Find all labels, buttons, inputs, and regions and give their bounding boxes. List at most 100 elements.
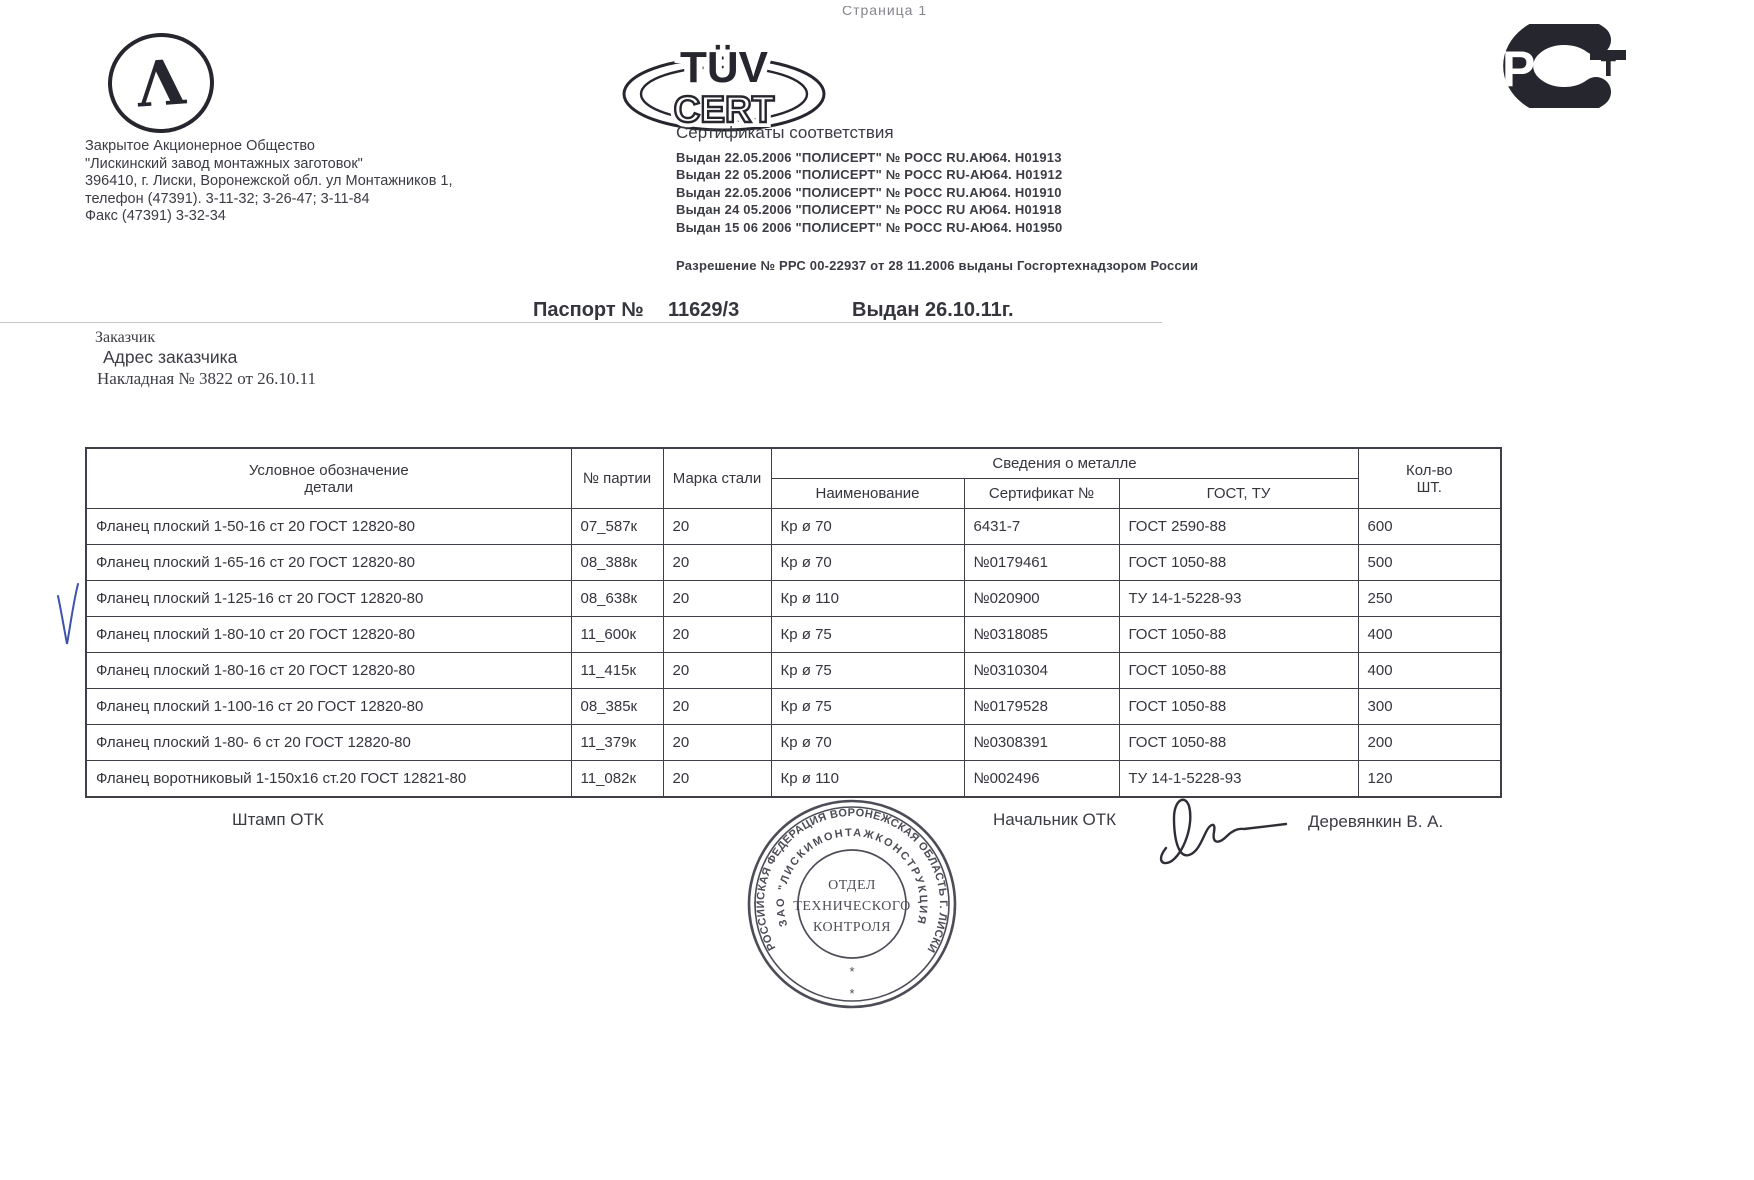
table-cell-detail: Фланец воротниковый 1-150х16 ст.20 ГОСТ …: [85, 760, 572, 798]
header-metal-name: Наименование: [770, 478, 965, 509]
table-row: Фланец плоский 1-50-16 ст 20 ГОСТ 12820-…: [85, 508, 1502, 545]
header-steel: Марка стали: [662, 447, 772, 509]
table-cell-metal_name: Кр ø 110: [770, 580, 965, 617]
table-cell-qty: 250: [1357, 580, 1502, 617]
table-cell-qty: 500: [1357, 544, 1502, 581]
customer-address-label: Адрес заказчика: [103, 347, 238, 367]
svg-text:ТЕХНИЧЕСКОГО: ТЕХНИЧЕСКОГО: [793, 899, 910, 914]
table-cell-qty: 300: [1357, 688, 1502, 725]
table-cell-steel: 20: [662, 724, 772, 761]
otk-chief-name: Деревянкин В. А.: [1308, 812, 1444, 831]
certificates-heading: Сертификаты соответствия: [676, 123, 894, 142]
company-line: телефон (47391). 3-11-32; 3-26-47; 3-11-…: [85, 190, 370, 207]
horizontal-rule: [0, 322, 1162, 323]
svg-text:*: *: [849, 964, 854, 979]
waybill-line: Накладная № 3822 от 26.10.11: [97, 369, 317, 388]
table-cell-steel: 20: [662, 544, 772, 581]
table-cell-metal_gost: ГОСТ 1050-88: [1118, 616, 1359, 653]
table-cell-batch: 11_600к: [570, 616, 664, 653]
passport-number: 11629/3: [668, 299, 740, 321]
table-cell-steel: 20: [662, 580, 772, 617]
table-row: Фланец плоский 1-80-16 ст 20 ГОСТ 12820-…: [85, 652, 1502, 689]
table-cell-qty: 600: [1357, 508, 1502, 545]
header-batch: № партии: [570, 447, 664, 509]
table-cell-batch: 07_587к: [570, 508, 664, 545]
passport-label: Паспорт №: [533, 299, 644, 321]
flange-table-body: Фланец плоский 1-50-16 ст 20 ГОСТ 12820-…: [85, 508, 1502, 798]
table-cell-metal_gost: ГОСТ 1050-88: [1118, 688, 1359, 725]
table-cell-metal_name: Кр ø 75: [770, 652, 965, 689]
table-cell-batch: 08_385к: [570, 688, 664, 725]
table-cell-batch: 11_082к: [570, 760, 664, 798]
table-cell-metal_name: Кр ø 75: [770, 616, 965, 653]
table-row: Фланец плоский 1-80-10 ст 20 ГОСТ 12820-…: [85, 616, 1502, 653]
company-address-block: Закрытое Акционерное Общество "Лискински…: [85, 138, 525, 226]
table-cell-steel: 20: [662, 652, 772, 689]
table-cell-metal_cert: №0179528: [963, 688, 1120, 725]
table-cell-metal_gost: ТУ 14-1-5228-93: [1118, 580, 1359, 617]
table-cell-metal_name: Кр ø 75: [770, 688, 965, 725]
svg-text:*: *: [849, 986, 854, 1001]
certificate-line: Выдан 22 05.2006 "ПОЛИСЕРТ" № РОСС RU-АЮ…: [676, 167, 1063, 183]
svg-text:ОТДЕЛ: ОТДЕЛ: [828, 878, 876, 893]
table-cell-qty: 200: [1357, 724, 1502, 761]
lambda-icon: Λ: [134, 45, 188, 122]
otk-round-stamp: РОССИЙСКАЯ ФЕДЕРАЦИЯ ВОРОНЕЖСКАЯ ОБЛАСТЬ…: [736, 783, 964, 1021]
table-cell-metal_cert: №0308391: [963, 724, 1120, 761]
rst-icon: Р т: [1502, 15, 1626, 117]
header-detail: Условное обозначение детали: [85, 447, 572, 509]
table-cell-metal_gost: ГОСТ 2590-88: [1118, 508, 1359, 545]
svg-text:CERT: CERT: [674, 89, 775, 130]
table-cell-detail: Фланец плоский 1-125-16 ст 20 ГОСТ 12820…: [85, 580, 572, 617]
table-cell-detail: Фланец плоский 1-80-16 ст 20 ГОСТ 12820-…: [85, 652, 572, 689]
company-line: 396410, г. Лиски, Воронежской обл. ул Мо…: [85, 173, 453, 190]
table-cell-metal_name: Кр ø 70: [770, 508, 965, 545]
table-cell-detail: Фланец плоский 1-80-10 ст 20 ГОСТ 12820-…: [85, 616, 572, 653]
round-stamp-icon: РОССИЙСКАЯ ФЕДЕРАЦИЯ ВОРОНЕЖСКАЯ ОБЛАСТЬ…: [736, 783, 957, 1009]
table-cell-metal_name: Кр ø 70: [770, 544, 965, 581]
factory-lambda-logo: Λ: [104, 29, 218, 137]
table-row: Фланец плоский 1-80- 6 ст 20 ГОСТ 12820-…: [85, 724, 1502, 761]
table-cell-qty: 120: [1357, 760, 1502, 798]
svg-text:т: т: [1600, 46, 1617, 84]
table-cell-metal_cert: №0179461: [963, 544, 1120, 581]
certificate-line: Выдан 15 06 2006 "ПОЛИСЕРТ" № РОСС RU-АЮ…: [676, 219, 1063, 235]
tuv-cert-icon: TÜV TÜV CERT CERT: [622, 37, 826, 135]
table-cell-detail: Фланец плоский 1-65-16 ст 20 ГОСТ 12820-…: [85, 544, 572, 581]
flange-table: Условное обозначение детали № партии Мар…: [85, 447, 1503, 798]
margin-checkmark-icon: [54, 580, 84, 657]
table-cell-metal_name: Кр ø 70: [770, 724, 965, 761]
company-line: "Лискинский завод монтажных заготовок": [85, 155, 363, 172]
table-cell-detail: Фланец плоский 1-80- 6 ст 20 ГОСТ 12820-…: [85, 724, 572, 761]
svg-text:Р: Р: [1502, 41, 1535, 97]
table-cell-metal_name: Кр ø 110: [770, 760, 965, 798]
svg-text:CERT: CERT: [674, 89, 775, 130]
table-cell-metal_gost: ТУ 14-1-5228-93: [1118, 760, 1359, 798]
header-qty-line2: ШТ.: [1416, 478, 1442, 496]
table-cell-batch: 11_379к: [570, 724, 664, 761]
table-cell-batch: 11_415к: [570, 652, 664, 689]
passport-issued-date: Выдан 26.10.11г.: [852, 299, 1014, 321]
table-cell-batch: 08_388к: [570, 544, 664, 581]
signature-icon: [1159, 798, 1288, 865]
table-cell-metal_gost: ГОСТ 1050-88: [1118, 544, 1359, 581]
customer-label: Заказчик: [95, 329, 156, 346]
svg-text:TÜV: TÜV: [680, 43, 769, 92]
table-cell-detail: Фланец плоский 1-100-16 ст 20 ГОСТ 12820…: [85, 688, 572, 725]
tuv-cert-logo: TÜV TÜV CERT CERT: [620, 34, 828, 139]
table-row: Фланец воротниковый 1-150х16 ст.20 ГОСТ …: [85, 760, 1502, 798]
table-row: Фланец плоский 1-65-16 ст 20 ГОСТ 12820-…: [85, 544, 1502, 581]
header-qty-line1: Кол-во: [1405, 461, 1453, 479]
table-cell-metal_cert: №002496: [963, 760, 1120, 798]
table-cell-steel: 20: [662, 508, 772, 545]
table-cell-metal_gost: ГОСТ 1050-88: [1118, 724, 1359, 761]
company-line: Закрытое Акционерное Общество: [85, 138, 315, 154]
header-metal-group: Сведения о металле: [770, 447, 1359, 479]
header-qty: Кол-во ШТ.: [1357, 447, 1502, 509]
header-detail-line2: детали: [304, 478, 354, 496]
header-metal-gost: ГОСТ, ТУ: [1118, 478, 1359, 509]
chief-signature: [1152, 792, 1302, 875]
table-cell-metal_cert: 6431-7: [963, 508, 1120, 545]
company-line: Факс (47391) 3-32-34: [85, 208, 226, 225]
